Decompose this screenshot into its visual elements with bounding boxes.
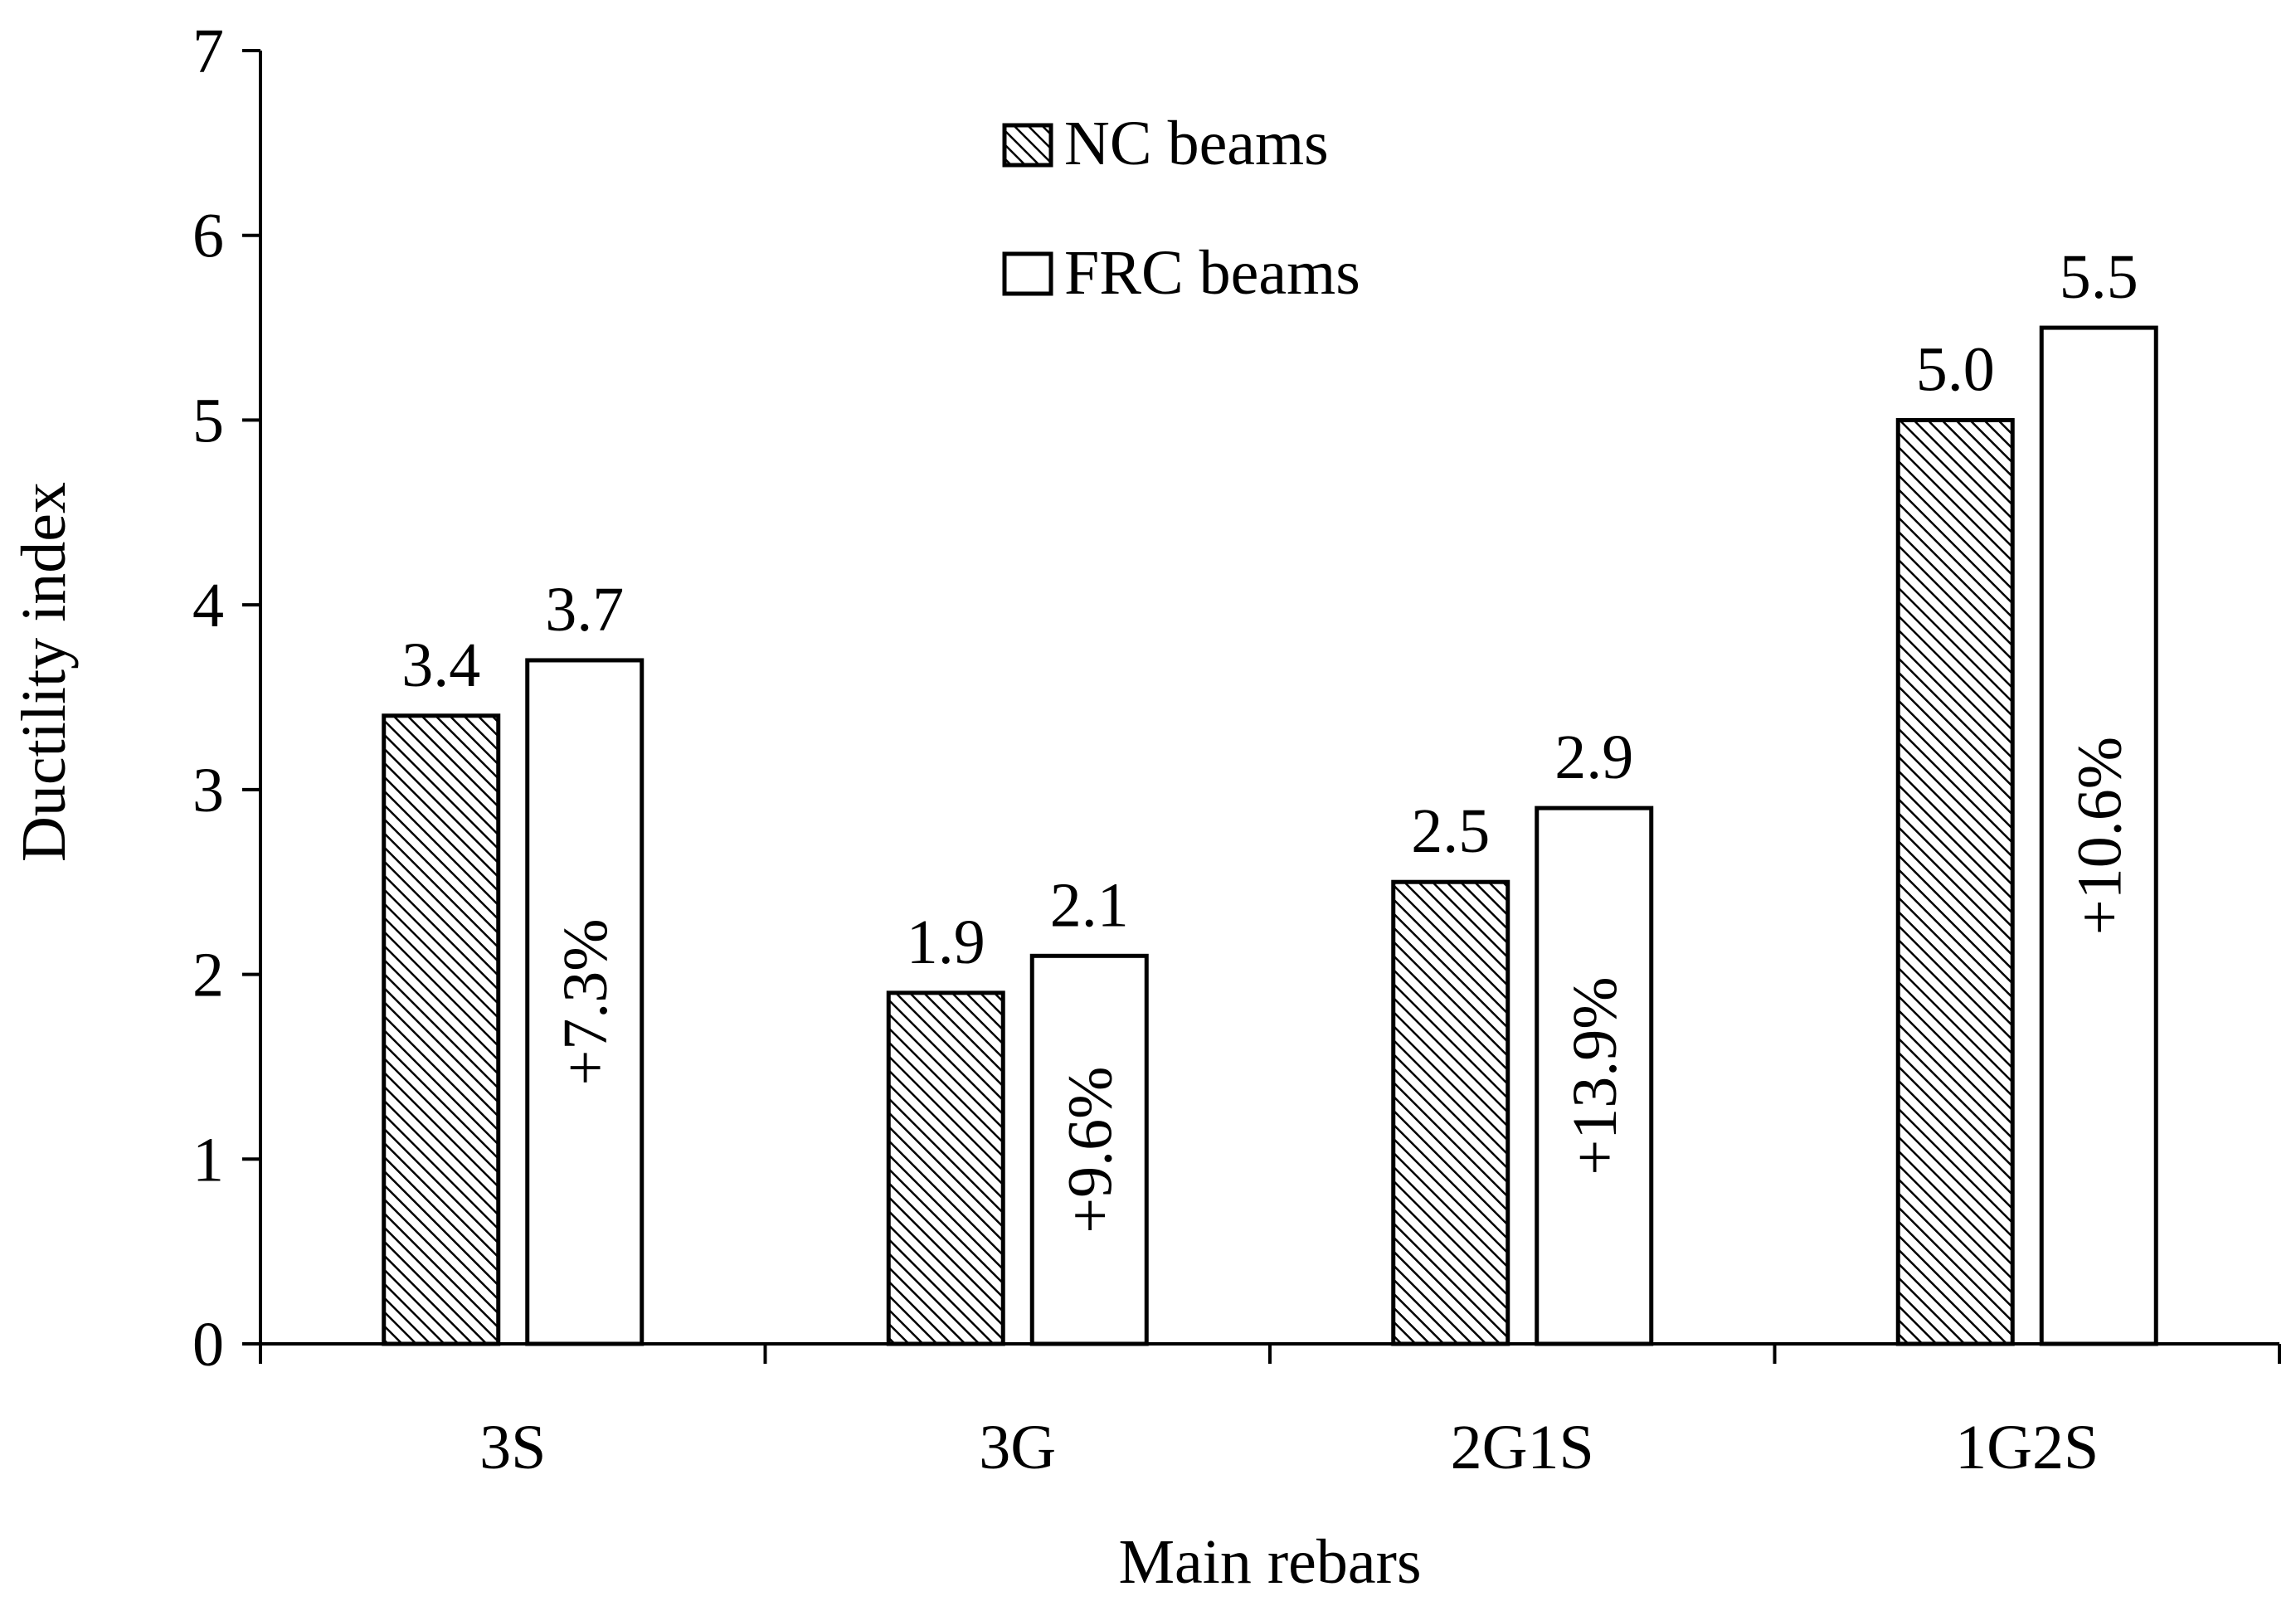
- annotations-group: +7.3% +9.6% +13.9% +10.6%: [551, 737, 2135, 1234]
- bar-frc-beams-1g2s: [2039, 325, 2158, 1346]
- y-tick-label: 2: [192, 941, 224, 1010]
- percent-increase-annotation-1g2s: +10.6%: [2065, 737, 2134, 935]
- y-tick-label: 4: [192, 571, 224, 640]
- x-tick-label-2g1s: 2G1S: [1451, 1413, 1594, 1482]
- x-tick-label-1g2s: 1G2S: [1955, 1413, 2099, 1482]
- percent-increase-annotation-3s: +7.3%: [551, 918, 620, 1085]
- bar-nc-beams-3g: [886, 990, 1005, 1346]
- legend-swatch-nc-beams: [1002, 123, 1053, 168]
- value-label-nc-beams-3g: 1.9: [907, 908, 985, 977]
- value-label-nc-beams-1g2s: 5.0: [1916, 334, 1995, 404]
- y-tick-label: 1: [192, 1125, 224, 1195]
- bar-nc-beams-1g2s: [1895, 417, 2015, 1346]
- y-tick-label: 5: [192, 386, 224, 455]
- legend-label-frc-beams: FRC beams: [1064, 238, 1360, 308]
- percent-increase-annotation-2g1s: +13.9%: [1560, 976, 1630, 1175]
- y-axis-title: Ductility index: [9, 482, 79, 862]
- x-tick-label-3g: 3G: [979, 1413, 1056, 1482]
- bar-nc-beams-2g1s: [1391, 879, 1510, 1346]
- value-label-frc-beams-2g1s: 2.9: [1554, 723, 1633, 792]
- value-label-frc-beams-1g2s: 5.5: [2060, 242, 2138, 312]
- legend-swatch-frc-beams: [1002, 251, 1053, 296]
- value-label-frc-beams-3s: 3.7: [545, 575, 624, 645]
- bar-frc-beams-3g: [1029, 953, 1149, 1346]
- x-axis-title: Main rebars: [1118, 1527, 1421, 1597]
- y-tick-label: 3: [192, 756, 224, 825]
- y-tick-label: 0: [192, 1310, 224, 1380]
- value-label-nc-beams-3s: 3.4: [401, 630, 480, 700]
- y-tick-label: 7: [192, 17, 224, 86]
- value-label-nc-beams-2g1s: 2.5: [1411, 796, 1490, 866]
- bar-frc-beams-3s: [525, 658, 645, 1346]
- bars-group: [382, 325, 2158, 1346]
- x-tick-label-3s: 3S: [479, 1413, 546, 1482]
- value-labels-group: 3.4 3.7 1.9 2.1 2.5 2.9 5.0 5.5: [401, 242, 2138, 977]
- y-ticks-group: 0 1 2 3 4 5 6 7: [192, 17, 260, 1380]
- value-label-frc-beams-3g: 2.1: [1050, 870, 1129, 940]
- legend-label-nc-beams: NC beams: [1064, 109, 1329, 178]
- x-ticks-group: 3S 3G 2G1S 1G2S: [259, 1344, 2281, 1482]
- legend: NC beams FRC beams: [1002, 109, 1360, 308]
- bar-nc-beams-3s: [382, 713, 501, 1346]
- y-tick-label: 6: [192, 202, 224, 271]
- percent-increase-annotation-3g: +9.6%: [1055, 1067, 1125, 1234]
